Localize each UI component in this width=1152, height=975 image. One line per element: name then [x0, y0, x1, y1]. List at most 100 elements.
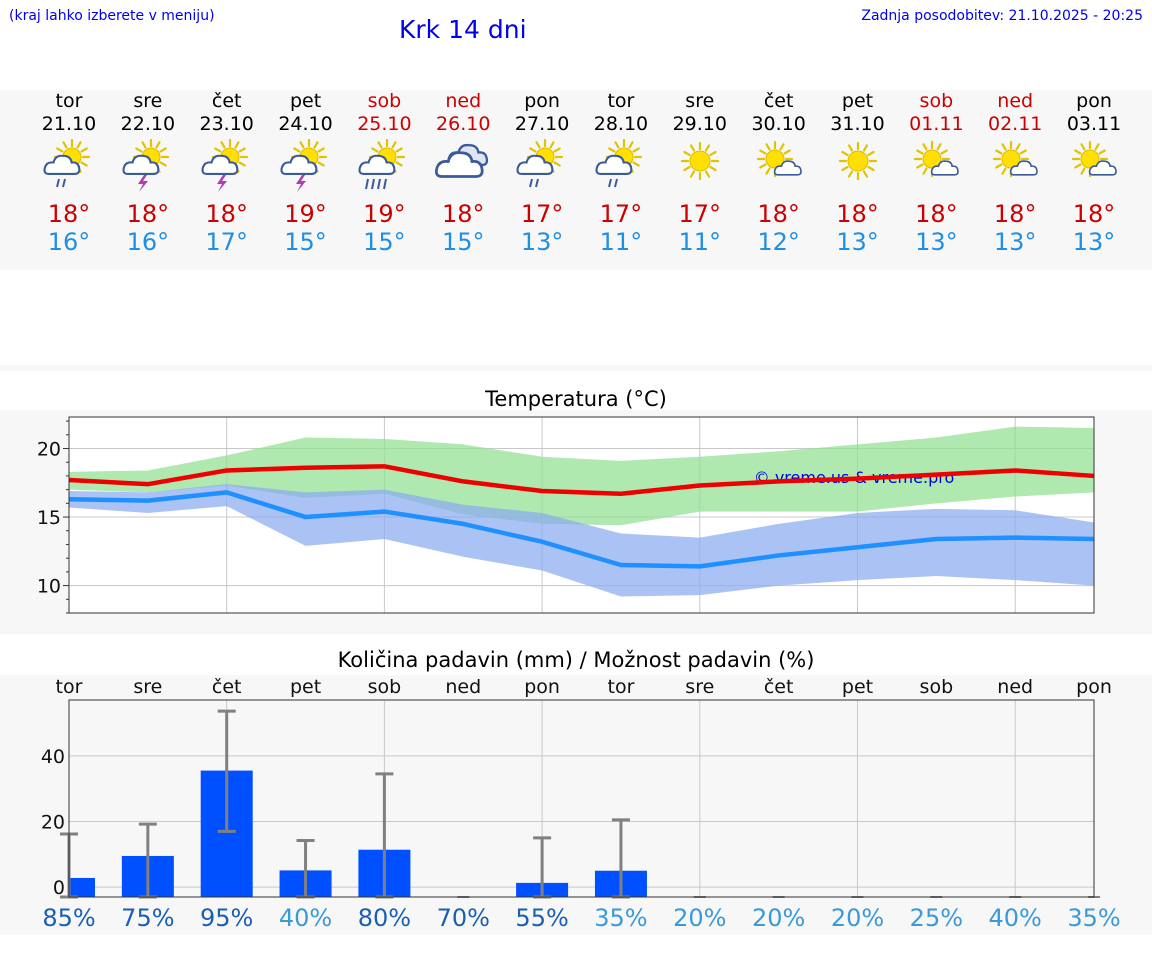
min-temperature: 11° [599, 228, 643, 256]
sun-icon [838, 141, 877, 181]
max-temperature: 18° [915, 200, 958, 228]
location-menu-hint[interactable]: (kraj lahko izberete v meniju) [9, 8, 215, 24]
last-update-label: Zadnja posodobitev: 21.10.2025 - 20:25 [861, 8, 1143, 24]
overcast-icon [435, 143, 489, 178]
day-label: sre [685, 676, 714, 698]
temperature-chart-title: Temperatura (°C) [485, 387, 667, 411]
precipitation-probability: 75% [121, 904, 175, 932]
precipitation-probability: 35% [1067, 904, 1121, 932]
min-temperature: 13° [915, 228, 958, 256]
day-column: tor 28.10 17° 11° [581, 90, 661, 256]
min-temperature-line [68, 490, 1095, 569]
day-column: pon 03.11 18° 13° [1054, 90, 1134, 256]
day-column: pet 31.10 18° 13° [818, 90, 898, 256]
max-temperature: 17° [520, 200, 564, 228]
plot-frame [68, 699, 1095, 898]
daily-forecast: tor 21.10 18° 16° sre 22.10 18° 16° čet 23.10 18° 1… [0, 90, 1152, 270]
max-temperature: 18° [126, 200, 170, 228]
precipitation-probability: 25% [909, 904, 964, 932]
day-label: pon [524, 676, 560, 698]
day-label: tor [56, 676, 83, 698]
day-column: čet 23.10 18° 17° [187, 90, 267, 256]
max-temperature: 17° [599, 200, 643, 228]
day-date: 03.11 [1066, 113, 1122, 135]
day-name: ned [445, 90, 482, 112]
sun-cloud-thunder-icon [201, 139, 248, 192]
day-name: čet [211, 90, 242, 112]
day-name: tor [55, 90, 83, 112]
max-temperature: 18° [757, 200, 800, 228]
day-name: sob [919, 90, 954, 112]
y-tick-label: 20 [41, 811, 65, 833]
day-column: čet 30.10 18° 12° [739, 90, 819, 256]
sun-cloud-thunder-icon [122, 139, 169, 192]
day-date: 31.10 [830, 113, 885, 135]
day-column: pon 27.10 17° 13° [502, 90, 582, 256]
max-temperature: 18° [1072, 200, 1116, 228]
day-date: 29.10 [672, 113, 727, 135]
precipitation-probability: 20% [830, 904, 885, 932]
sun-icon [680, 141, 719, 181]
max-temperature: 18° [993, 200, 1037, 228]
daily-forecast-strip [0, 90, 1152, 270]
min-temperature: 13° [836, 228, 879, 256]
day-column: pet 24.10 19° 15° [266, 90, 346, 256]
sun-small-cloud-icon [914, 140, 960, 178]
day-date: 28.10 [593, 113, 649, 135]
min-temperature: 15° [441, 228, 485, 256]
day-name: pet [841, 90, 874, 112]
precipitation-bar [69, 877, 95, 897]
day-date: 23.10 [199, 113, 254, 135]
separator-band [0, 365, 1152, 371]
sun-cloud-rain-icon [595, 139, 643, 188]
y-tick-label: 15 [37, 507, 61, 529]
day-date: 21.10 [41, 113, 97, 135]
min-temperature: 13° [520, 228, 564, 256]
day-label: sob [920, 676, 954, 698]
day-date: 01.11 [909, 113, 964, 135]
day-date: 22.10 [120, 113, 176, 135]
max-temperature: 18° [47, 200, 91, 228]
day-label: ned [997, 676, 1033, 698]
day-column: sob 25.10 19° 15° [344, 90, 424, 256]
sun-small-cloud-icon [756, 140, 802, 178]
y-tick-label: 20 [37, 439, 61, 461]
day-column: ned 26.10 18° 15° [423, 90, 503, 256]
day-column: tor 21.10 18° 16° [29, 90, 109, 256]
day-label: tor [608, 676, 635, 698]
day-name: tor [607, 90, 635, 112]
day-column: sob 01.11 18° 13° [896, 90, 976, 256]
day-label: čet [212, 676, 242, 698]
day-date: 24.10 [278, 113, 333, 135]
max-range-band [69, 426, 1095, 526]
precipitation-probability: 40% [988, 904, 1042, 932]
precipitation-probability: 95% [200, 904, 254, 932]
day-date: 02.11 [987, 113, 1043, 135]
precipitation-chart-title: Količina padavin (mm) / Možnost padavin … [337, 648, 815, 672]
day-label: pet [290, 676, 321, 698]
day-name: pon [1076, 90, 1112, 112]
max-temperature: 17° [678, 200, 722, 228]
min-range-band [69, 484, 1095, 597]
precipitation-probability: 35% [594, 904, 648, 932]
y-tick-label: 0 [53, 877, 65, 899]
day-name: sre [685, 90, 715, 112]
min-temperature: 13° [993, 228, 1037, 256]
day-label: sre [133, 676, 162, 698]
plot-frame [68, 416, 1095, 614]
max-temperature: 18° [205, 200, 248, 228]
sun-cloud-rain-icon [43, 139, 91, 188]
precipitation-probability: 20% [673, 904, 727, 932]
day-label: pet [842, 676, 873, 698]
min-temperature: 16° [126, 228, 170, 256]
sun-cloud-rain-icon [516, 139, 564, 188]
sun-small-cloud-icon [1071, 140, 1117, 178]
day-name: ned [997, 90, 1034, 112]
day-label: čet [764, 676, 794, 698]
page-title: Krk 14 dni [399, 15, 527, 44]
day-name: sre [133, 90, 163, 112]
day-date: 30.10 [751, 113, 806, 135]
max-temperature: 18° [441, 200, 485, 228]
y-tick-label: 10 [37, 576, 61, 598]
sun-small-cloud-icon [993, 140, 1038, 178]
